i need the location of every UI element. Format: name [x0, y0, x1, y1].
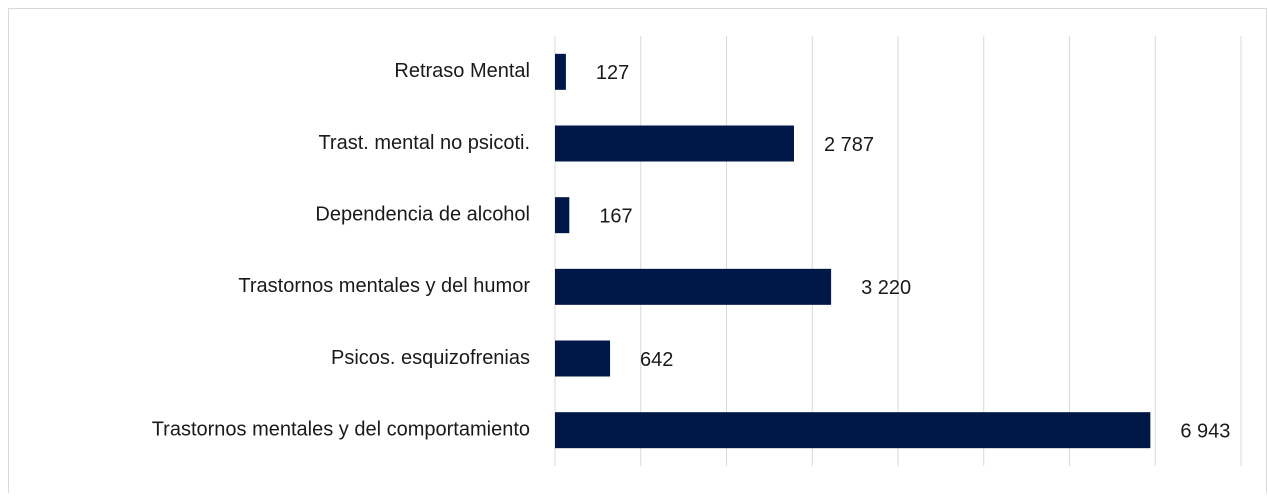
y-tick-label: Trastornos mentales y del comportamiento [152, 418, 530, 440]
y-tick-label: Dependencia de alcohol [315, 203, 530, 225]
value-label: 2 787 [824, 134, 874, 156]
y-tick-label: Trastornos mentales y del humor [238, 275, 530, 297]
bar [555, 53, 566, 90]
value-label: 167 [599, 205, 632, 227]
bar [555, 268, 832, 305]
value-label: 6 943 [1180, 420, 1230, 442]
bar [555, 412, 1151, 449]
bar [555, 340, 611, 377]
value-label: 127 [596, 62, 629, 84]
bar [555, 197, 570, 234]
value-label: 3 220 [861, 277, 911, 299]
y-tick-label: Retraso Mental [394, 60, 530, 82]
chart-border [8, 8, 1267, 498]
y-tick-label: Psicos. esquizofrenias [331, 347, 530, 369]
y-tick-label: Trast. mental no psicoti. [318, 132, 530, 154]
value-label: 642 [640, 349, 673, 371]
bar [555, 125, 794, 162]
